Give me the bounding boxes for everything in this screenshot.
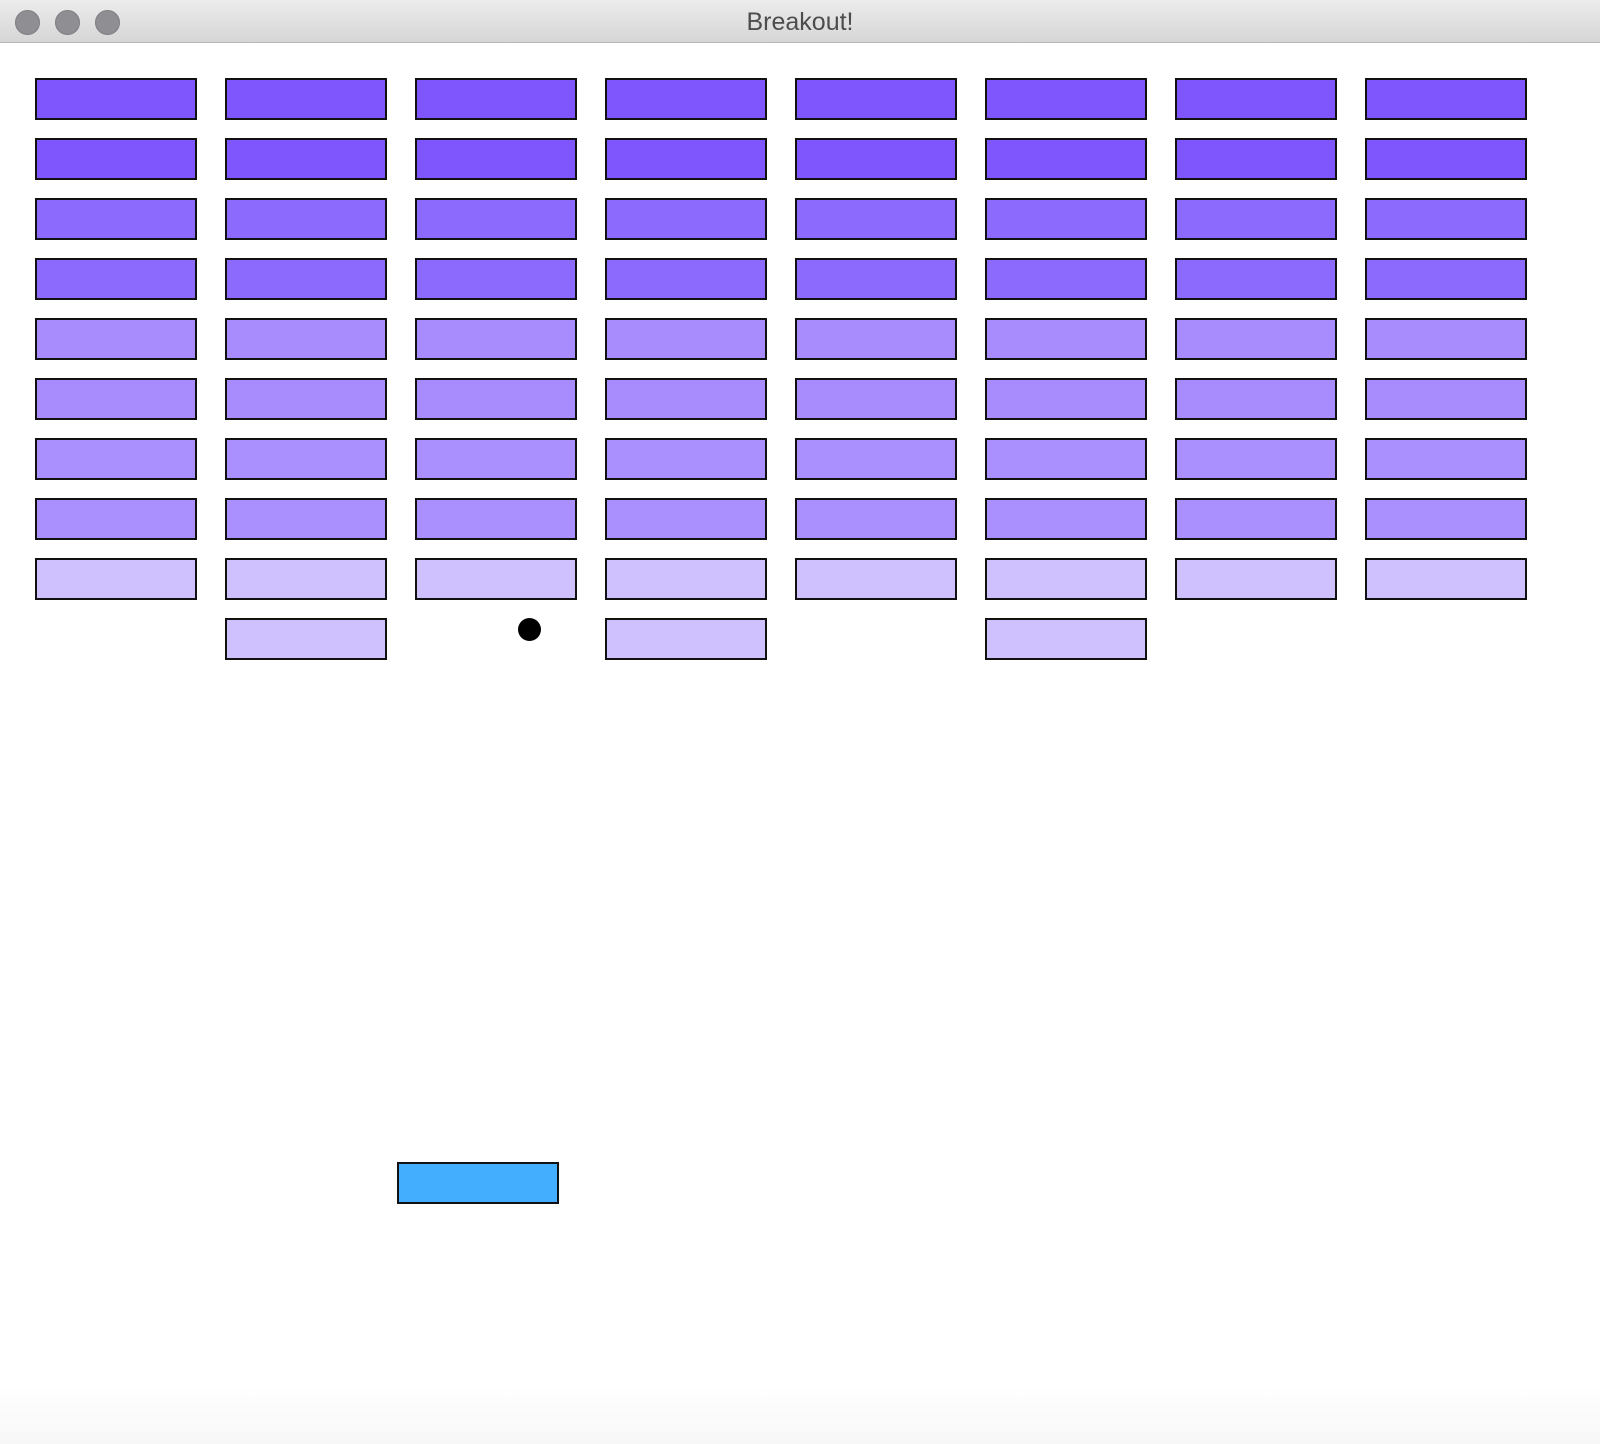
brick [1365, 138, 1527, 180]
brick [1175, 318, 1337, 360]
paddle[interactable] [397, 1162, 559, 1204]
brick [605, 498, 767, 540]
brick [35, 138, 197, 180]
brick [795, 318, 957, 360]
zoom-window-button[interactable] [95, 10, 120, 35]
brick [225, 78, 387, 120]
brick [225, 258, 387, 300]
brick [35, 258, 197, 300]
brick [1365, 258, 1527, 300]
brick [1365, 78, 1527, 120]
brick [415, 498, 577, 540]
brick [35, 378, 197, 420]
brick [35, 318, 197, 360]
brick [1175, 378, 1337, 420]
brick [985, 198, 1147, 240]
brick [1365, 198, 1527, 240]
brick [605, 138, 767, 180]
brick [225, 558, 387, 600]
brick [605, 618, 767, 660]
brick [985, 558, 1147, 600]
brick [225, 618, 387, 660]
brick [985, 618, 1147, 660]
brick [1365, 438, 1527, 480]
close-window-button[interactable] [15, 10, 40, 35]
brick [1175, 438, 1337, 480]
brick [605, 258, 767, 300]
brick [415, 198, 577, 240]
brick [985, 378, 1147, 420]
brick [605, 318, 767, 360]
brick [1175, 198, 1337, 240]
brick [795, 558, 957, 600]
brick [1365, 498, 1527, 540]
brick [1365, 318, 1527, 360]
playfield[interactable] [0, 43, 1600, 1444]
brick [415, 258, 577, 300]
brick [985, 498, 1147, 540]
brick [795, 438, 957, 480]
brick [225, 378, 387, 420]
brick [1365, 558, 1527, 600]
brick [225, 498, 387, 540]
brick [795, 498, 957, 540]
brick [415, 378, 577, 420]
brick [795, 378, 957, 420]
brick [605, 438, 767, 480]
brick [225, 318, 387, 360]
brick [415, 318, 577, 360]
window-title: Breakout! [746, 8, 854, 36]
brick [35, 558, 197, 600]
brick [605, 378, 767, 420]
brick [605, 558, 767, 600]
title-bar[interactable]: Breakout! [0, 0, 1600, 43]
brick [225, 438, 387, 480]
brick [1175, 258, 1337, 300]
brick [985, 78, 1147, 120]
brick [35, 198, 197, 240]
brick [795, 258, 957, 300]
brick [1365, 378, 1527, 420]
brick [985, 438, 1147, 480]
brick [35, 78, 197, 120]
brick [1175, 138, 1337, 180]
ball [518, 618, 541, 641]
brick [795, 78, 957, 120]
brick [415, 78, 577, 120]
brick [795, 138, 957, 180]
minimize-window-button[interactable] [55, 10, 80, 35]
brick [1175, 558, 1337, 600]
brick [35, 438, 197, 480]
brick [225, 198, 387, 240]
brick [415, 558, 577, 600]
brick [985, 138, 1147, 180]
brick [985, 318, 1147, 360]
brick [605, 198, 767, 240]
brick [415, 138, 577, 180]
brick [1175, 78, 1337, 120]
brick [985, 258, 1147, 300]
brick [35, 498, 197, 540]
brick [225, 138, 387, 180]
brick [605, 78, 767, 120]
brick [1175, 498, 1337, 540]
brick [795, 198, 957, 240]
brick [415, 438, 577, 480]
